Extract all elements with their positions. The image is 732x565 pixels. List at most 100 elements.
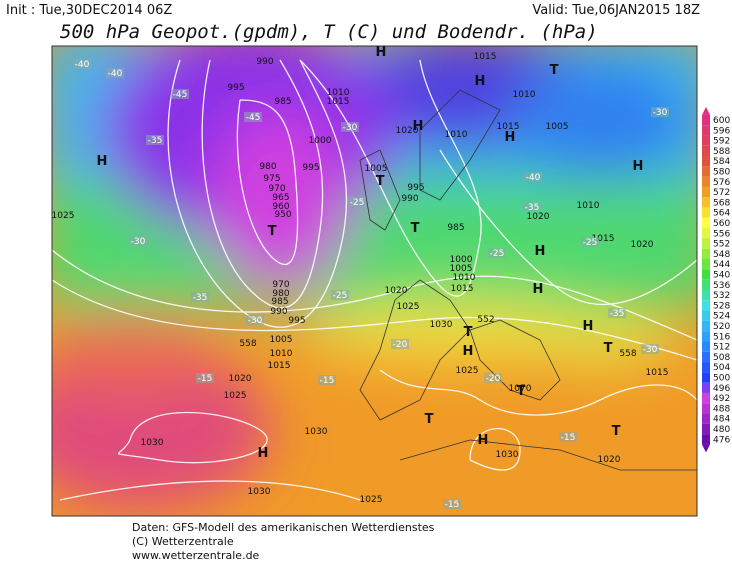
legend-swatch <box>702 114 710 126</box>
legend-label: 556 <box>713 229 730 239</box>
temp-box <box>318 375 336 385</box>
temperature-label: -25 <box>350 198 365 208</box>
init-time: Init : Tue,30DEC2014 06Z <box>6 3 172 18</box>
isobar-label: 1005 <box>365 164 388 174</box>
legend-label: 536 <box>713 281 730 291</box>
temp-box <box>608 308 626 318</box>
map-labels: 9909959859809759709659609501000995101010… <box>52 45 669 510</box>
legend-label: 600 <box>713 116 730 126</box>
isobar-label: 985 <box>447 223 464 233</box>
isobar-label: 1010 <box>513 90 536 100</box>
pressure-center: H <box>505 130 516 145</box>
pressure-center: H <box>97 154 108 169</box>
legend-swatch <box>702 413 710 424</box>
isobar-label: 960 <box>272 202 289 212</box>
temp-box <box>171 89 189 99</box>
legend-arrow-bottom <box>702 444 710 453</box>
isobar-label: 1005 <box>450 264 473 274</box>
temperature-label: -30 <box>248 316 263 326</box>
pressure-center: H <box>376 45 387 60</box>
legend-label: 516 <box>713 332 730 342</box>
isobar-label: 1010 <box>445 130 468 140</box>
legend-label: 580 <box>713 168 730 178</box>
isobar-label: 558 <box>619 349 636 359</box>
temperature-label: -40 <box>75 60 90 70</box>
pressure-center: H <box>633 159 644 174</box>
temp-box <box>523 202 541 212</box>
isobar-label: 1010 <box>327 88 350 98</box>
temp-box <box>331 290 349 300</box>
isobar-label: 1025 <box>224 391 247 401</box>
legend-label: 576 <box>713 178 730 188</box>
legend-swatch <box>702 145 710 157</box>
legend-swatch <box>702 248 710 260</box>
isobar-label: 1000 <box>309 136 332 146</box>
temp-box <box>244 112 262 122</box>
legend-swatch <box>702 372 710 383</box>
isobar-label: 1020 <box>229 374 252 384</box>
isobar-label: 1015 <box>268 361 291 371</box>
isobar-label: 1005 <box>270 335 293 345</box>
temperature-label: -15 <box>198 374 213 384</box>
legend-swatch <box>702 289 710 301</box>
legend-swatch <box>702 176 710 187</box>
temp-box <box>73 59 91 69</box>
isobar-label: 1030 <box>141 438 164 448</box>
isobar-label: 965 <box>272 193 289 203</box>
legend-swatch <box>702 331 710 342</box>
legend-label: 508 <box>713 353 730 363</box>
isobar-label: 985 <box>271 297 288 307</box>
pressure-center: T <box>376 174 385 189</box>
legend-label: 520 <box>713 322 730 332</box>
temperature-label: -45 <box>246 113 261 123</box>
isobar-label: 975 <box>263 174 280 184</box>
isobar-label: 980 <box>259 162 276 172</box>
temperature-label: -20 <box>486 374 501 384</box>
pressure-center: T <box>268 224 277 239</box>
isobar-label: 1010 <box>577 201 600 211</box>
temperature-label: -35 <box>525 203 540 213</box>
legend-label: 584 <box>713 157 730 167</box>
isobar-label: 1020 <box>396 126 419 136</box>
pressure-center: T <box>550 63 559 78</box>
legend-label: 496 <box>713 384 730 394</box>
temp-box <box>129 236 147 246</box>
map-title: 500 hPa Geopot.(gpdm), T (C) und Bodendr… <box>60 21 598 43</box>
legend-label: 540 <box>713 271 730 281</box>
legend-label: 484 <box>713 415 730 425</box>
legend-swatch <box>702 362 710 373</box>
isobar-label: 1070 <box>509 384 532 394</box>
isobar-label: 1025 <box>52 211 75 221</box>
legend-label: 552 <box>713 240 730 250</box>
isobar-label: 1025 <box>456 366 479 376</box>
isobar-label: 1020 <box>527 212 550 222</box>
temp-box <box>196 373 214 383</box>
isobar-label: 990 <box>270 307 287 317</box>
legend-label: 528 <box>713 301 730 311</box>
isobar-label: 1000 <box>450 255 473 265</box>
isobar-label: 1015 <box>327 97 350 107</box>
footer-copyright: (C) Wetterzentrale <box>132 535 234 548</box>
isobar-label: 1010 <box>453 273 476 283</box>
isobar-label: 1030 <box>430 320 453 330</box>
legend-swatch <box>702 207 710 218</box>
isobar-label: 1015 <box>592 234 615 244</box>
map-field <box>52 46 697 516</box>
legend-swatch <box>702 125 710 136</box>
isobar-label: 1025 <box>397 302 420 312</box>
legend-label: 564 <box>713 209 730 219</box>
legend-swatch <box>702 434 710 445</box>
legend-label: 532 <box>713 291 730 301</box>
isobar-label: 1030 <box>248 487 271 497</box>
pressure-center: T <box>612 424 621 439</box>
isobar-label: 1015 <box>451 284 474 294</box>
isobar-label: 995 <box>227 83 244 93</box>
isobar-label: 1010 <box>270 349 293 359</box>
legend-swatch <box>702 341 710 352</box>
legend-label: 476 <box>713 435 730 445</box>
temp-box <box>191 292 209 302</box>
legend-label: 480 <box>713 425 730 435</box>
legend-swatch <box>702 351 710 363</box>
isobar-label: 558 <box>239 339 256 349</box>
legend-label: 592 <box>713 137 730 147</box>
